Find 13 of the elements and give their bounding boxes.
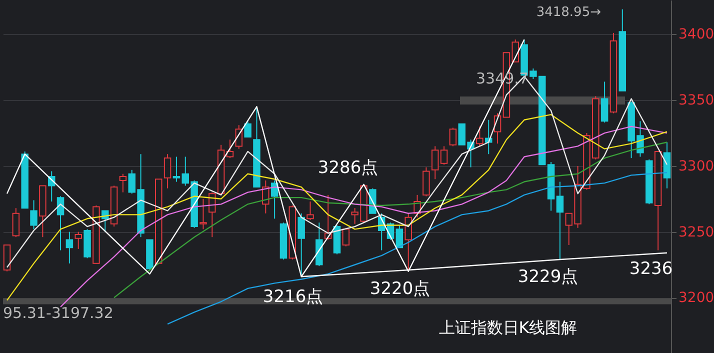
y-tick-label: 3200 (678, 290, 714, 306)
y-tick-label: 3250 (678, 224, 714, 240)
annotation: 3286点 (318, 158, 378, 178)
annotation: 3418.95→ (536, 5, 602, 20)
y-tick-label: 3300 (678, 158, 714, 174)
annotation: 3220点 (370, 279, 430, 299)
annotation: 3229点 (518, 267, 578, 287)
annotation: 3236 (629, 259, 673, 279)
annotation: 上证指数日K线图解 (438, 318, 578, 337)
y-tick-label: 3350 (678, 92, 714, 109)
annotation: 3216点 (262, 287, 324, 307)
y-tick-label: 3400 (678, 26, 714, 43)
annotation: 95.31-3197.32 (3, 304, 114, 322)
